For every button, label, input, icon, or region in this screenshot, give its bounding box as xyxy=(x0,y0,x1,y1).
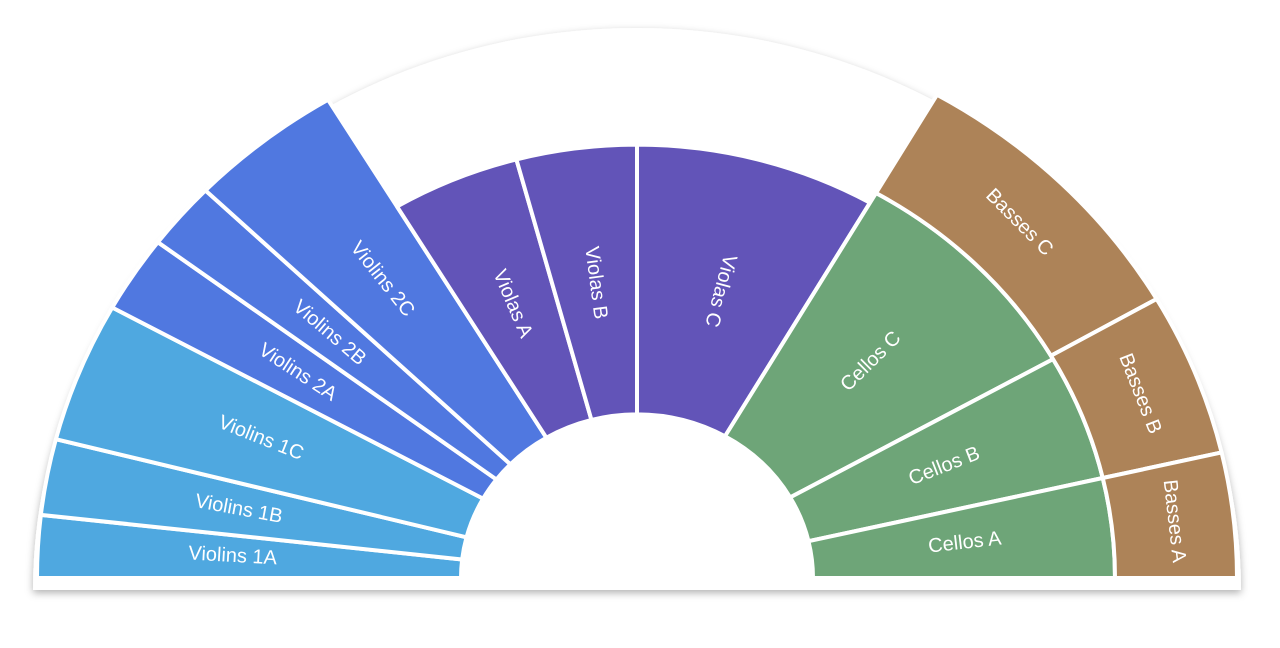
section-wedge xyxy=(1100,450,1239,580)
section-wedge xyxy=(203,97,549,467)
section-label: Violins 1A xyxy=(188,542,278,569)
section-wedge xyxy=(635,142,872,439)
